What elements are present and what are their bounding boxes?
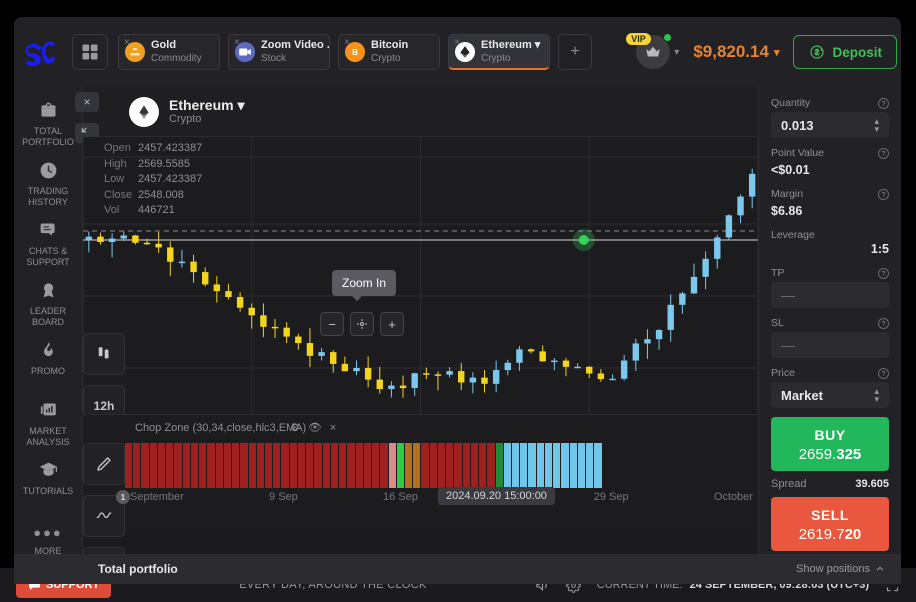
svg-text:B: B: [352, 48, 358, 57]
